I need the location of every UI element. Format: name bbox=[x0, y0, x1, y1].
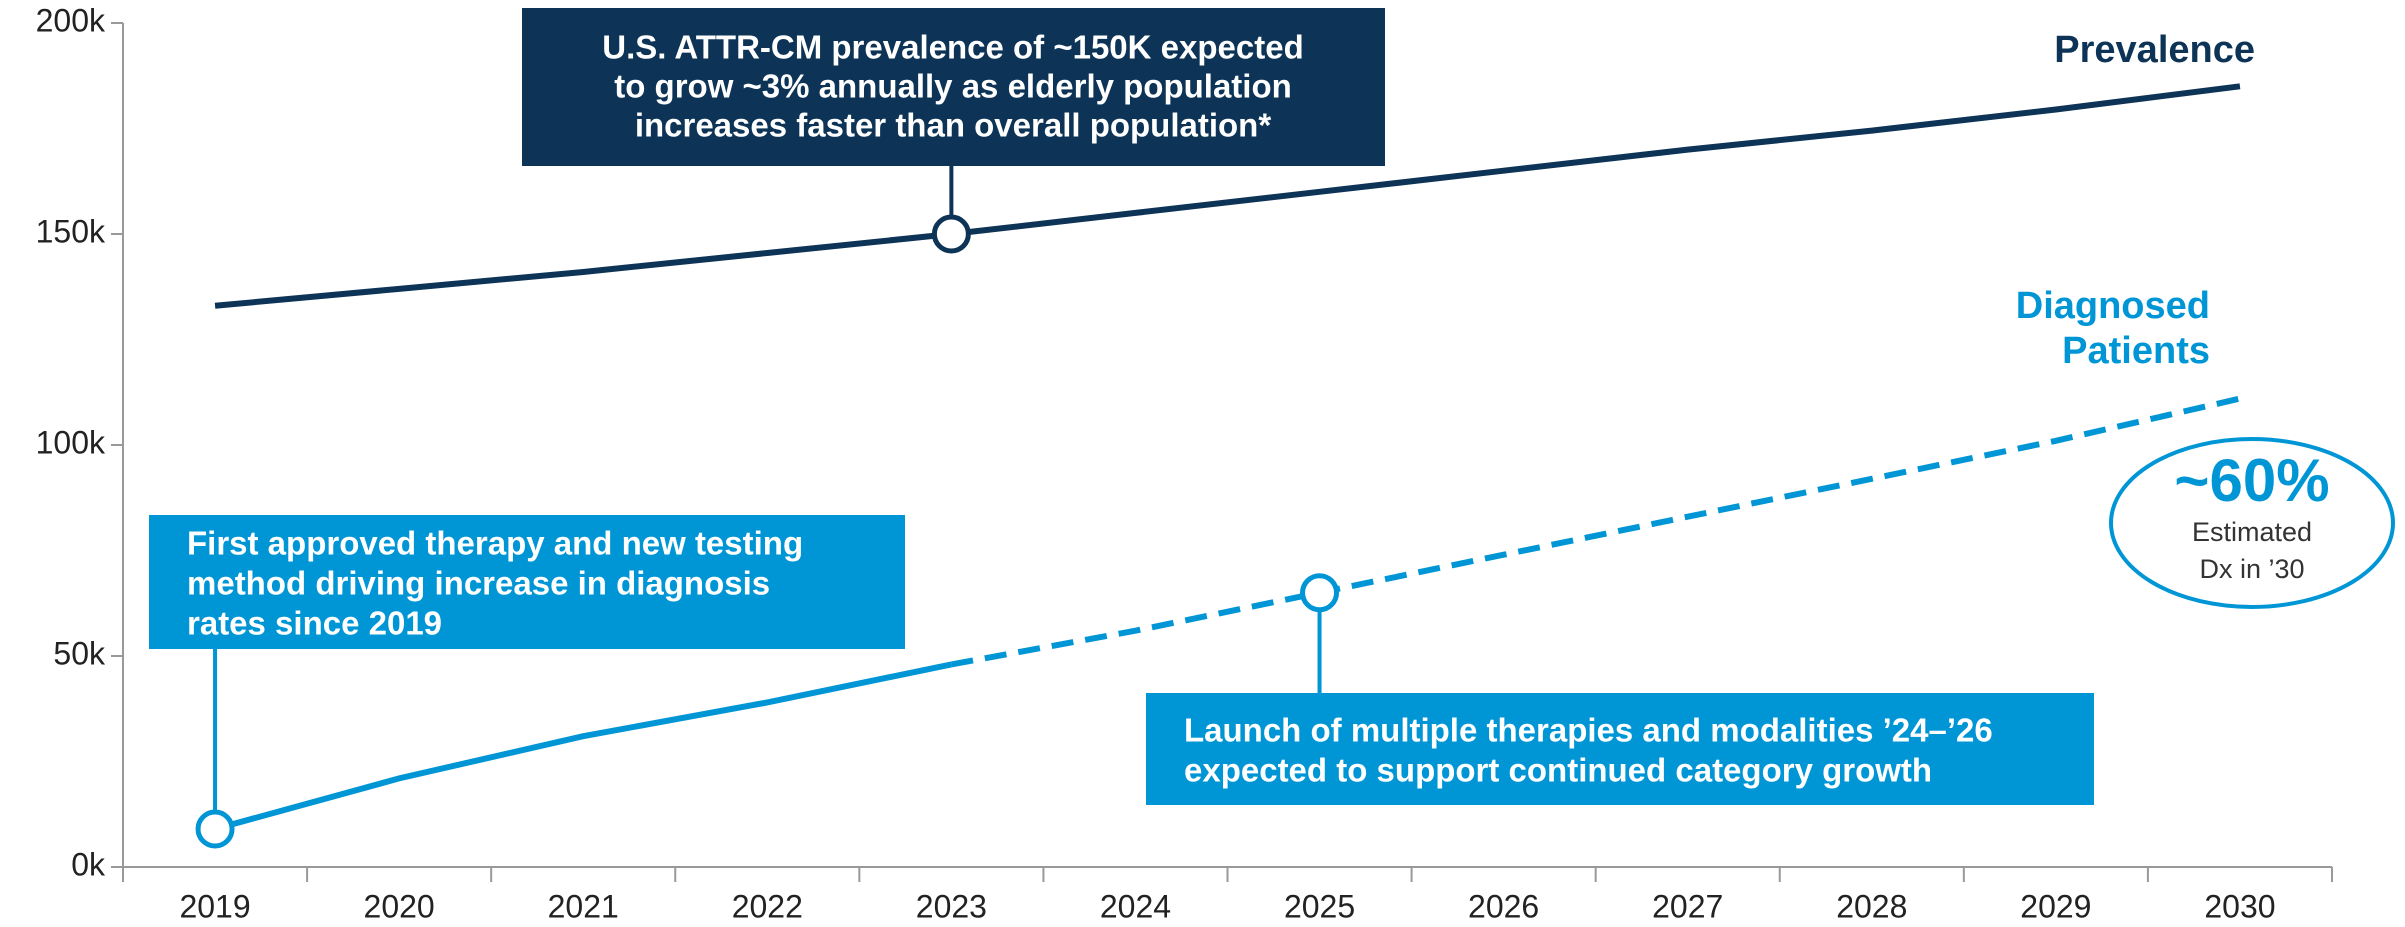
point-marker bbox=[195, 809, 235, 849]
annotation-text: First approved therapy and new testing bbox=[187, 525, 803, 562]
point-marker bbox=[1300, 573, 1340, 613]
y-tick-label: 200k bbox=[36, 2, 106, 38]
annotation-text: rates since 2019 bbox=[187, 605, 442, 642]
series-label: Diagnosed Patients bbox=[2016, 285, 2210, 372]
x-tick-label: 2025 bbox=[1284, 888, 1355, 924]
x-tick-label: 2022 bbox=[732, 888, 803, 924]
annotation-box bbox=[1146, 693, 2094, 805]
annotation-text: method driving increase in diagnosis bbox=[187, 565, 770, 602]
point-marker bbox=[931, 214, 971, 254]
x-tick-label: 2030 bbox=[2204, 888, 2275, 924]
series-projection-line bbox=[950, 395, 2241, 668]
x-tick-label: 2027 bbox=[1652, 888, 1723, 924]
x-tick-label: 2026 bbox=[1468, 888, 1539, 924]
annotation-text: expected to support continued category g… bbox=[1184, 752, 1932, 789]
annotation-text: U.S. ATTR-CM prevalence of ~150K expecte… bbox=[602, 29, 1303, 66]
annotation-text: to grow ~3% annually as elderly populati… bbox=[614, 68, 1292, 105]
annotation-text: Launch of multiple therapies and modalit… bbox=[1184, 712, 1993, 749]
x-tick-label: 2019 bbox=[179, 888, 250, 924]
x-tick-label: 2021 bbox=[548, 888, 619, 924]
badge-ellipse bbox=[2109, 437, 2395, 609]
y-tick-label: 150k bbox=[36, 213, 106, 249]
annotation-box bbox=[149, 515, 905, 649]
badge-text: Dx in ’30 bbox=[2199, 554, 2304, 584]
x-tick-label: 2024 bbox=[1100, 888, 1171, 924]
series-line bbox=[214, 661, 952, 832]
x-tick-label: 2023 bbox=[916, 888, 987, 924]
y-tick-label: 0k bbox=[71, 846, 106, 882]
annotation-text: increases faster than overall population… bbox=[635, 107, 1272, 144]
x-tick-label: 2029 bbox=[2020, 888, 2091, 924]
badge-text: Estimated bbox=[2192, 517, 2312, 547]
x-tick-label: 2020 bbox=[364, 888, 435, 924]
series-line bbox=[214, 83, 2241, 309]
y-tick-label: 50k bbox=[53, 635, 106, 671]
x-tick-label: 2028 bbox=[1836, 888, 1907, 924]
annotation-box bbox=[522, 8, 1385, 166]
badge-value: ~60% bbox=[2174, 447, 2329, 514]
y-tick-label: 100k bbox=[36, 424, 106, 460]
series-label: Prevalence bbox=[2054, 29, 2255, 71]
